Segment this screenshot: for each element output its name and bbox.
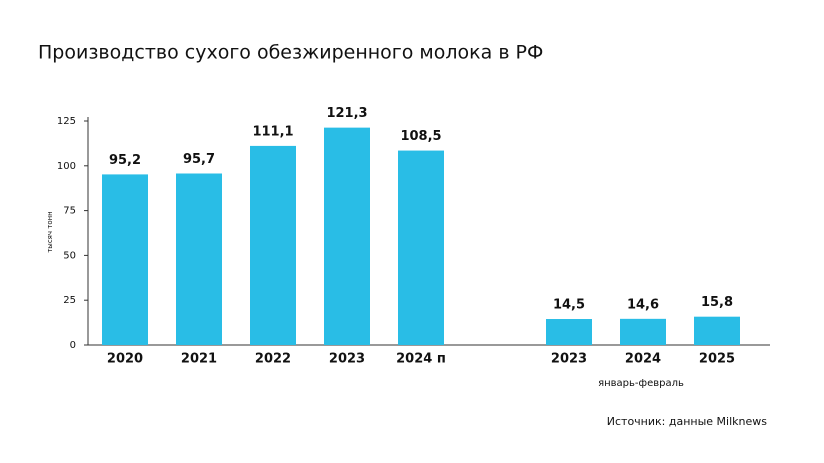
bar — [324, 127, 370, 345]
y-tick-label: 0 — [70, 340, 76, 351]
y-tick-label: 25 — [63, 295, 76, 306]
annotation: январь-февраль — [598, 378, 684, 389]
value-label: 15,8 — [701, 295, 733, 310]
x-tick-label: 2023 — [551, 352, 587, 367]
value-label: 95,2 — [109, 153, 141, 168]
bar — [694, 316, 740, 345]
y-axis-label: тысяч тонн — [46, 211, 54, 253]
value-label: 14,6 — [627, 297, 659, 312]
value-label: 121,3 — [326, 106, 367, 121]
x-tick-label: 2023 — [329, 352, 365, 367]
value-label: 108,5 — [400, 129, 441, 144]
value-label: 14,5 — [553, 298, 585, 313]
value-label: 111,1 — [252, 124, 293, 139]
y-tick-label: 125 — [57, 116, 76, 127]
x-tick-label: 2025 — [699, 352, 735, 367]
x-tick-label: 2024 п — [396, 352, 446, 367]
bar — [620, 318, 666, 345]
y-tick-label: 100 — [57, 161, 76, 172]
y-tick-label: 75 — [63, 206, 76, 217]
y-tick-label: 50 — [63, 250, 76, 261]
x-tick-label: 2021 — [181, 352, 217, 367]
bar — [176, 173, 222, 345]
value-label: 95,7 — [183, 152, 215, 167]
bar — [102, 174, 148, 345]
bar — [398, 150, 444, 345]
x-tick-label: 2020 — [107, 352, 143, 367]
bar — [546, 319, 592, 345]
source: Источник: данные Milknews — [607, 415, 767, 428]
x-tick-label: 2024 — [625, 352, 661, 367]
bar — [250, 145, 296, 345]
chart-title: Производство сухого обезжиренного молока… — [38, 42, 543, 64]
x-tick-label: 2022 — [255, 352, 291, 367]
